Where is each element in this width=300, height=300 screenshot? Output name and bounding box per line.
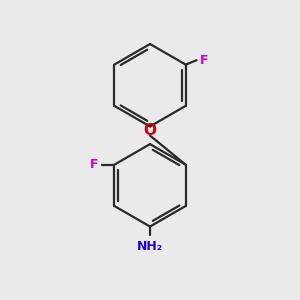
Text: O: O — [143, 123, 157, 138]
Text: F: F — [200, 54, 208, 67]
Text: NH₂: NH₂ — [137, 240, 163, 253]
Text: F: F — [90, 158, 98, 171]
